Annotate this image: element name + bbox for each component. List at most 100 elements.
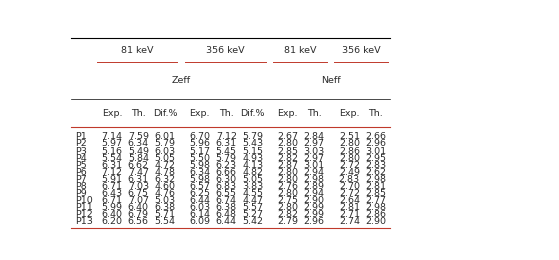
- Text: 7.03: 7.03: [128, 182, 149, 191]
- Text: 4.82: 4.82: [242, 168, 263, 177]
- Text: Dif.%: Dif.%: [240, 109, 265, 118]
- Text: 5.15: 5.15: [242, 147, 263, 155]
- Text: 5.79: 5.79: [155, 139, 176, 148]
- Text: 5.27: 5.27: [242, 210, 263, 219]
- Text: Th.: Th.: [368, 109, 383, 118]
- Text: 6.09: 6.09: [190, 217, 210, 226]
- Text: 2.81: 2.81: [339, 203, 360, 212]
- Text: Exp.: Exp.: [277, 109, 298, 118]
- Text: 7.12: 7.12: [216, 132, 237, 141]
- Text: 5.79: 5.79: [216, 154, 237, 162]
- Text: 2.71: 2.71: [339, 210, 360, 219]
- Text: 6.43: 6.43: [101, 189, 122, 198]
- Text: 2.77: 2.77: [365, 196, 386, 205]
- Text: 6.31: 6.31: [101, 161, 122, 170]
- Text: 2.80: 2.80: [339, 139, 360, 148]
- Text: 4.13: 4.13: [242, 161, 263, 170]
- Text: 2.85: 2.85: [365, 189, 386, 198]
- Text: 2.95: 2.95: [365, 154, 386, 162]
- Text: 6.44: 6.44: [216, 217, 237, 226]
- Text: 2.85: 2.85: [277, 147, 299, 155]
- Text: Exp.: Exp.: [102, 109, 122, 118]
- Text: 6.70: 6.70: [190, 132, 210, 141]
- Text: 3.01: 3.01: [365, 147, 386, 155]
- Text: 5.54: 5.54: [155, 217, 176, 226]
- Text: 5.79: 5.79: [242, 132, 263, 141]
- Text: 6.14: 6.14: [190, 210, 210, 219]
- Text: 5.42: 5.42: [242, 217, 263, 226]
- Text: Neff: Neff: [321, 76, 340, 85]
- Text: 6.74: 6.74: [216, 196, 237, 205]
- Text: 6.32: 6.32: [155, 175, 176, 184]
- Text: 5.98: 5.98: [190, 161, 210, 170]
- Text: P5: P5: [75, 161, 87, 170]
- Text: 6.23: 6.23: [216, 161, 237, 170]
- Text: 2.82: 2.82: [277, 154, 299, 162]
- Text: Exp.: Exp.: [339, 109, 359, 118]
- Text: 5.17: 5.17: [190, 147, 210, 155]
- Text: 3.03: 3.03: [304, 147, 325, 155]
- Text: 6.30: 6.30: [216, 175, 237, 184]
- Text: P1: P1: [75, 132, 87, 141]
- Text: P11: P11: [75, 203, 93, 212]
- Text: 6.03: 6.03: [155, 147, 176, 155]
- Text: 6.44: 6.44: [190, 196, 210, 205]
- Text: Dif.%: Dif.%: [153, 109, 177, 118]
- Text: 2.51: 2.51: [339, 132, 360, 141]
- Text: 2.62: 2.62: [365, 168, 386, 177]
- Text: 6.25: 6.25: [190, 189, 210, 198]
- Text: 5.84: 5.84: [128, 154, 149, 162]
- Text: P10: P10: [75, 196, 93, 205]
- Text: 4.55: 4.55: [242, 189, 263, 198]
- Text: 2.90: 2.90: [304, 196, 325, 205]
- Text: 5.97: 5.97: [101, 139, 122, 148]
- Text: 2.70: 2.70: [339, 182, 360, 191]
- Text: 2.84: 2.84: [304, 132, 325, 141]
- Text: 5.71: 5.71: [155, 210, 176, 219]
- Text: P12: P12: [75, 210, 93, 219]
- Text: 7.07: 7.07: [128, 196, 149, 205]
- Text: 6.48: 6.48: [216, 210, 237, 219]
- Text: 2.86: 2.86: [365, 210, 386, 219]
- Text: 5.45: 5.45: [216, 147, 237, 155]
- Text: 2.98: 2.98: [304, 175, 325, 184]
- Text: 2.83: 2.83: [339, 175, 360, 184]
- Text: 5.99: 5.99: [101, 203, 122, 212]
- Text: 2.96: 2.96: [365, 139, 386, 148]
- Text: 7.47: 7.47: [128, 168, 149, 177]
- Text: 2.97: 2.97: [304, 139, 325, 148]
- Text: P3: P3: [75, 147, 87, 155]
- Text: 6.55: 6.55: [216, 189, 237, 198]
- Text: 2.74: 2.74: [339, 217, 360, 226]
- Text: 2.97: 2.97: [304, 154, 325, 162]
- Text: 5.98: 5.98: [190, 175, 210, 184]
- Text: 4.72: 4.72: [155, 161, 176, 170]
- Text: 6.38: 6.38: [216, 203, 237, 212]
- Text: 6.01: 6.01: [155, 132, 176, 141]
- Text: 4.78: 4.78: [155, 168, 176, 177]
- Text: 6.20: 6.20: [101, 217, 122, 226]
- Text: 5.05: 5.05: [155, 154, 176, 162]
- Text: P2: P2: [75, 139, 87, 148]
- Text: 6.34: 6.34: [190, 168, 210, 177]
- Text: 5.57: 5.57: [242, 203, 263, 212]
- Text: 2.82: 2.82: [277, 210, 299, 219]
- Text: 5.49: 5.49: [128, 147, 149, 155]
- Text: Zeff: Zeff: [172, 76, 191, 85]
- Text: 2.86: 2.86: [339, 147, 360, 155]
- Text: 2.72: 2.72: [339, 161, 360, 170]
- Text: 2.98: 2.98: [365, 175, 386, 184]
- Text: 5.96: 5.96: [190, 139, 210, 148]
- Text: 6.40: 6.40: [101, 210, 122, 219]
- Text: 6.38: 6.38: [155, 203, 176, 212]
- Text: 6.62: 6.62: [128, 161, 149, 170]
- Text: 4.47: 4.47: [242, 196, 263, 205]
- Text: 2.96: 2.96: [304, 217, 325, 226]
- Text: 5.50: 5.50: [190, 154, 210, 162]
- Text: 2.83: 2.83: [365, 161, 386, 170]
- Text: P8: P8: [75, 182, 87, 191]
- Text: Exp.: Exp.: [190, 109, 210, 118]
- Text: P4: P4: [75, 154, 87, 162]
- Text: 81 keV: 81 keV: [284, 46, 316, 55]
- Text: P6: P6: [75, 168, 87, 177]
